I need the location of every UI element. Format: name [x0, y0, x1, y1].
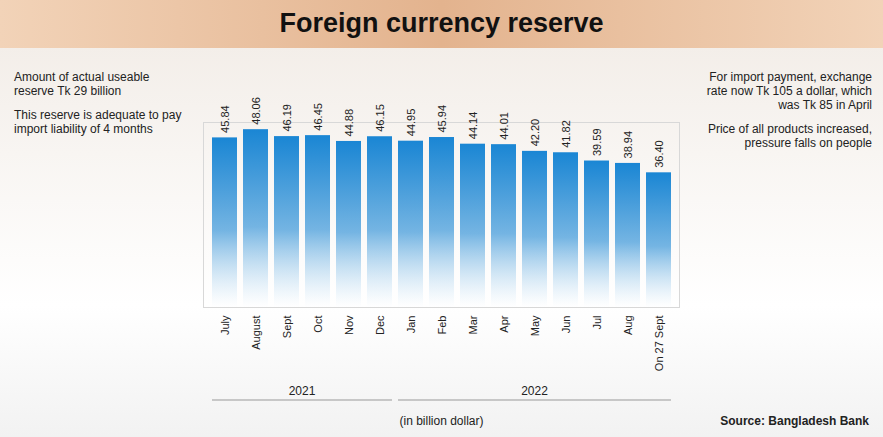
svg-text:44.01: 44.01: [498, 112, 510, 140]
svg-text:45.94: 45.94: [436, 105, 448, 133]
html-text:For import payment, exchange r: For import payment, exchange rate now Tk…: [706, 70, 872, 112]
svg-text:Dec: Dec: [374, 315, 386, 335]
svg-text:On 27 Sept: On 27 Sept: [653, 316, 665, 372]
svg-text:Mar: Mar: [467, 315, 479, 334]
svg-text:46.19: 46.19: [281, 104, 293, 132]
svg-text:46.15: 46.15: [374, 104, 386, 132]
html-text:(in billion dollar): (in billion dollar): [399, 414, 484, 428]
svg-text:Oct: Oct: [312, 316, 324, 333]
html-text:Amount of actual useable reser: Amount of actual useable reserve Tk 29 b…: [14, 70, 150, 98]
svg-text:August: August: [250, 316, 262, 350]
html-text:This reserve is adequate to pa: This reserve is adequate to pay import l…: [14, 108, 182, 136]
html-text:Source: Bangladesh Bank: Source: Bangladesh Bank: [720, 414, 869, 428]
svg-text:May: May: [529, 315, 541, 336]
html-text:Foreign currency reserve: Foreign currency reserve: [279, 8, 604, 38]
svg-text:41.82: 41.82: [560, 120, 572, 148]
svg-text:44.14: 44.14: [467, 112, 479, 140]
svg-text:Nov: Nov: [343, 315, 355, 335]
svg-text:45.84: 45.84: [219, 105, 231, 133]
svg-text:Jan: Jan: [405, 316, 417, 334]
svg-text:Sept: Sept: [281, 316, 293, 339]
svg-text:44.88: 44.88: [343, 109, 355, 137]
svg-text:2022: 2022: [521, 384, 548, 398]
svg-text:Jul: Jul: [591, 316, 603, 330]
svg-text:46.45: 46.45: [312, 103, 324, 131]
html-text:Price of all products increase: Price of all products increased, pressur…: [707, 122, 872, 150]
svg-text:38.94: 38.94: [622, 131, 634, 159]
svg-text:Apr: Apr: [498, 315, 510, 332]
svg-text:36.40: 36.40: [653, 140, 665, 168]
svg-text:Jun: Jun: [560, 316, 572, 334]
svg-text:Feb: Feb: [436, 316, 448, 335]
svg-text:July: July: [219, 315, 231, 335]
svg-text:2021: 2021: [289, 384, 316, 398]
svg-text:Aug: Aug: [622, 316, 634, 336]
svg-text:39.59: 39.59: [591, 128, 603, 156]
svg-text:44.95: 44.95: [405, 109, 417, 137]
svg-text:42.20: 42.20: [529, 119, 541, 147]
svg-text:48.06: 48.06: [250, 97, 262, 125]
